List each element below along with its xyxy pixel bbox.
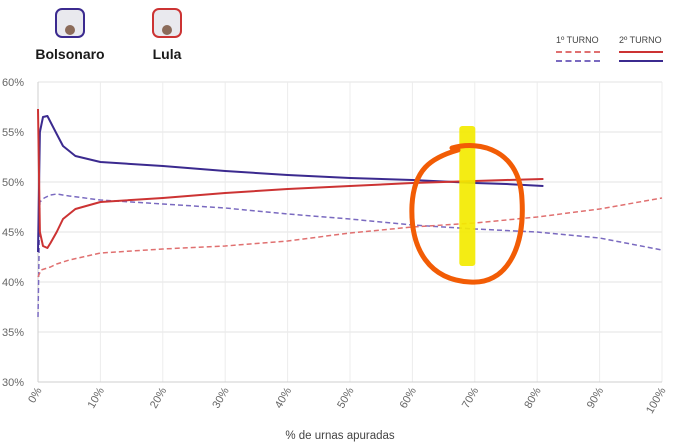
x-tick-label: 30% (210, 385, 232, 410)
lula-round2-line (37, 108, 544, 249)
y-axis: 30% 35% 40% 45% 50% 55% 60% (2, 77, 24, 389)
avatar (152, 8, 182, 38)
legend-round1-lula-swatch (556, 51, 600, 53)
legend-round2-lula-swatch (619, 51, 663, 53)
candidate-name: Bolsonaro (35, 46, 105, 62)
y-tick-label: 40% (2, 277, 24, 289)
x-tick-label: 20% (148, 385, 170, 410)
x-tick-label: 60% (398, 385, 420, 410)
y-tick-label: 50% (2, 177, 24, 189)
lula-round1-line (37, 197, 663, 278)
legend-round2-bolsonaro-swatch (619, 60, 663, 62)
x-tick-label: 40% (273, 385, 295, 410)
legend-round2-label: 2º TURNO (619, 35, 662, 45)
grid (37, 81, 663, 383)
x-tick-label: 10% (86, 385, 108, 410)
orange-circle-mark (409, 143, 525, 285)
x-tick-label: 90% (585, 385, 607, 410)
avatar (55, 8, 85, 38)
candidate-bolsonaro: Bolsonaro (30, 8, 110, 62)
legend-round1-label: 1º TURNO (556, 35, 599, 45)
series-lines (37, 108, 663, 318)
annotations (409, 126, 525, 285)
x-tick-label: 0% (26, 385, 44, 405)
x-axis-label: % de urnas apuradas (285, 430, 395, 442)
bolsonaro-round1-line (37, 193, 663, 318)
y-tick-label: 55% (2, 127, 24, 139)
y-tick-label: 45% (2, 227, 24, 239)
person-icon (65, 25, 75, 35)
y-tick-label: 35% (2, 327, 24, 339)
candidate-name: Lula (152, 46, 182, 62)
y-tick-label: 60% (2, 77, 24, 89)
x-tick-label: 100% (644, 385, 669, 416)
x-axis: 0% 10% 20% 30% 40% 50% 60% 70% 80% 90% 100% (26, 385, 668, 416)
candidate-lula: Lula (127, 8, 207, 62)
bolsonaro-round2-line (37, 115, 544, 253)
x-tick-label: 50% (335, 385, 357, 410)
person-icon (162, 25, 172, 35)
yellow-highlight-mark (459, 126, 476, 266)
x-tick-label: 80% (522, 385, 544, 410)
legend-round1-bolsonaro-swatch (556, 60, 600, 62)
x-tick-label: 70% (460, 385, 482, 410)
y-tick-label: 30% (2, 377, 24, 389)
